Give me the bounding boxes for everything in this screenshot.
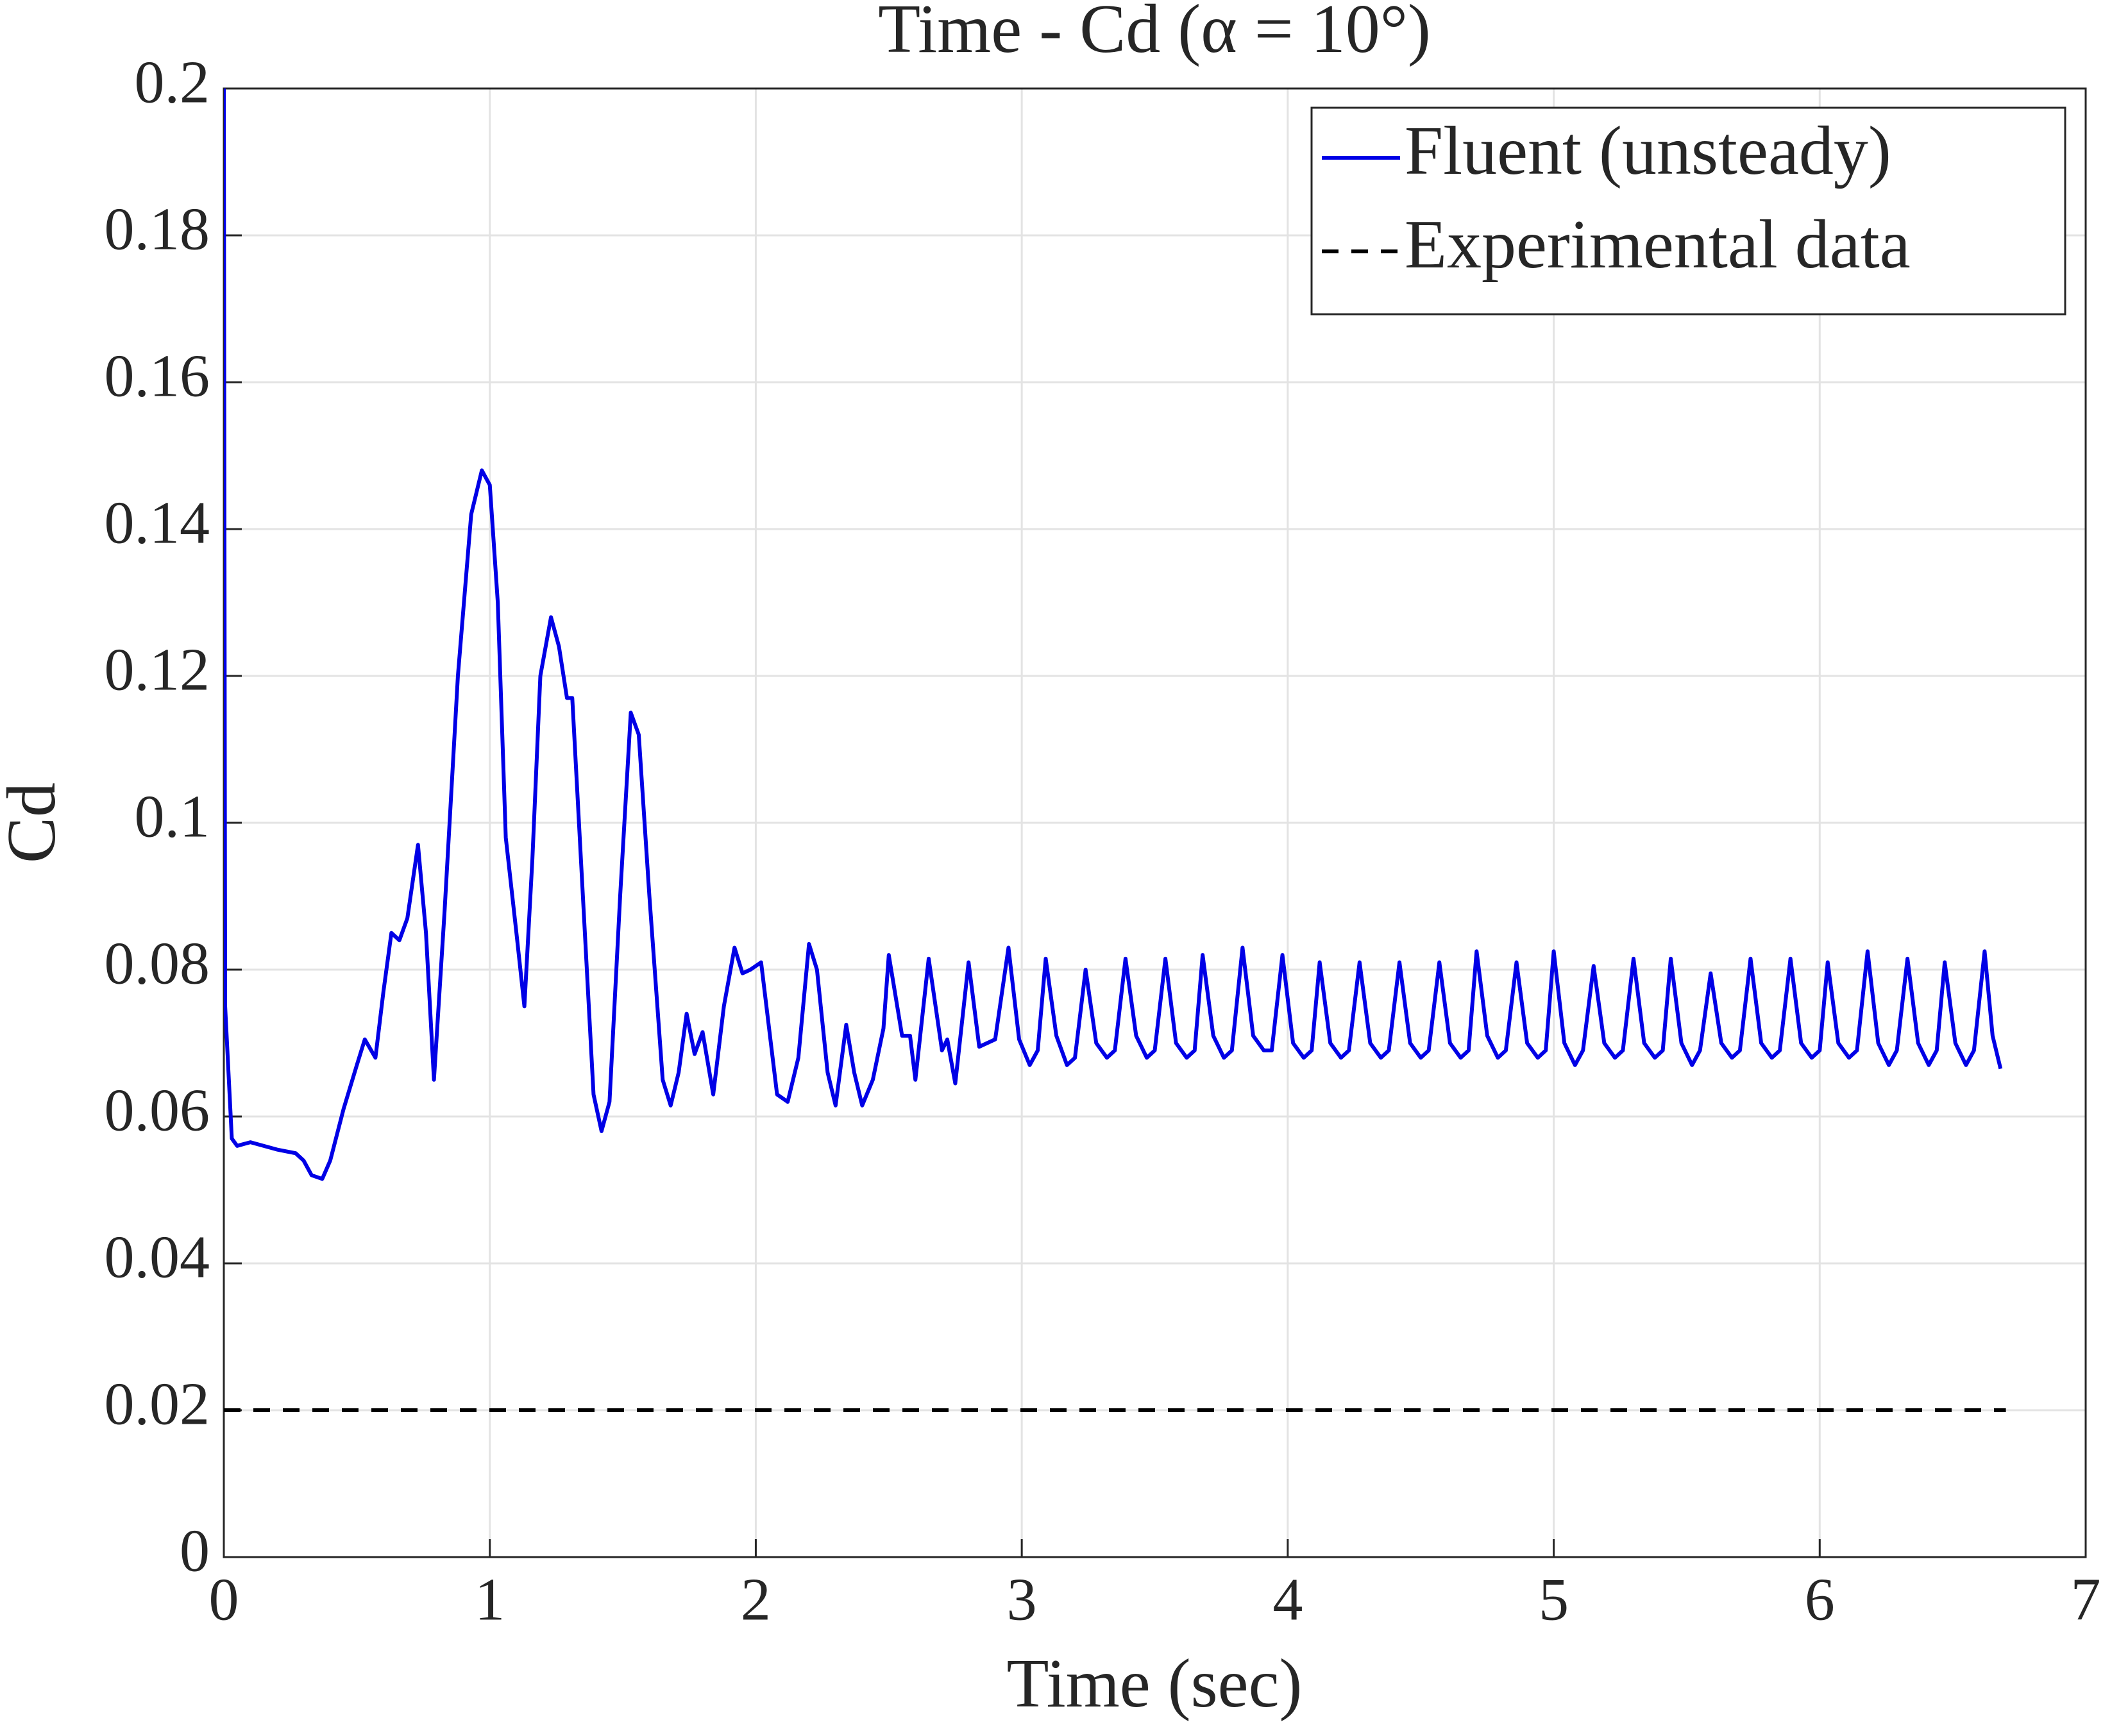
chart-title: Time - Cd (α = 10°) bbox=[878, 0, 1431, 67]
y-tick-label: 0.16 bbox=[105, 343, 210, 410]
x-tick-label: 5 bbox=[1539, 1567, 1569, 1633]
legend-label: Fluent (unsteady) bbox=[1405, 113, 1891, 189]
legend-box bbox=[1310, 106, 2066, 316]
x-tick-label: 0 bbox=[209, 1567, 239, 1633]
y-axis-label: Cd bbox=[0, 782, 70, 863]
y-tick-label: 0 bbox=[180, 1518, 210, 1585]
y-tick-label: 0.2 bbox=[135, 49, 210, 116]
y-tick-label: 0.06 bbox=[105, 1077, 210, 1144]
y-tick-label: 0.12 bbox=[105, 637, 210, 704]
y-tick-label: 0.02 bbox=[105, 1371, 210, 1438]
y-tick-label: 0.14 bbox=[105, 490, 210, 557]
x-tick-label: 6 bbox=[1805, 1567, 1835, 1633]
x-tick-label: 7 bbox=[2071, 1567, 2101, 1633]
y-tick-label: 0.1 bbox=[135, 784, 210, 850]
x-tick-label: 2 bbox=[741, 1567, 771, 1633]
x-tick-label: 3 bbox=[1007, 1567, 1037, 1633]
data-line bbox=[224, 88, 2003, 1181]
x-tick-label: 4 bbox=[1272, 1567, 1303, 1633]
x-axis-label: Time (sec) bbox=[1007, 1646, 1303, 1722]
y-tick-label: 0.08 bbox=[105, 931, 210, 997]
legend-label: Experimental data bbox=[1405, 206, 1911, 283]
y-tick-label: 0.18 bbox=[105, 196, 210, 263]
y-tick-label: 0.04 bbox=[105, 1224, 210, 1291]
x-tick-label: 1 bbox=[475, 1567, 505, 1633]
